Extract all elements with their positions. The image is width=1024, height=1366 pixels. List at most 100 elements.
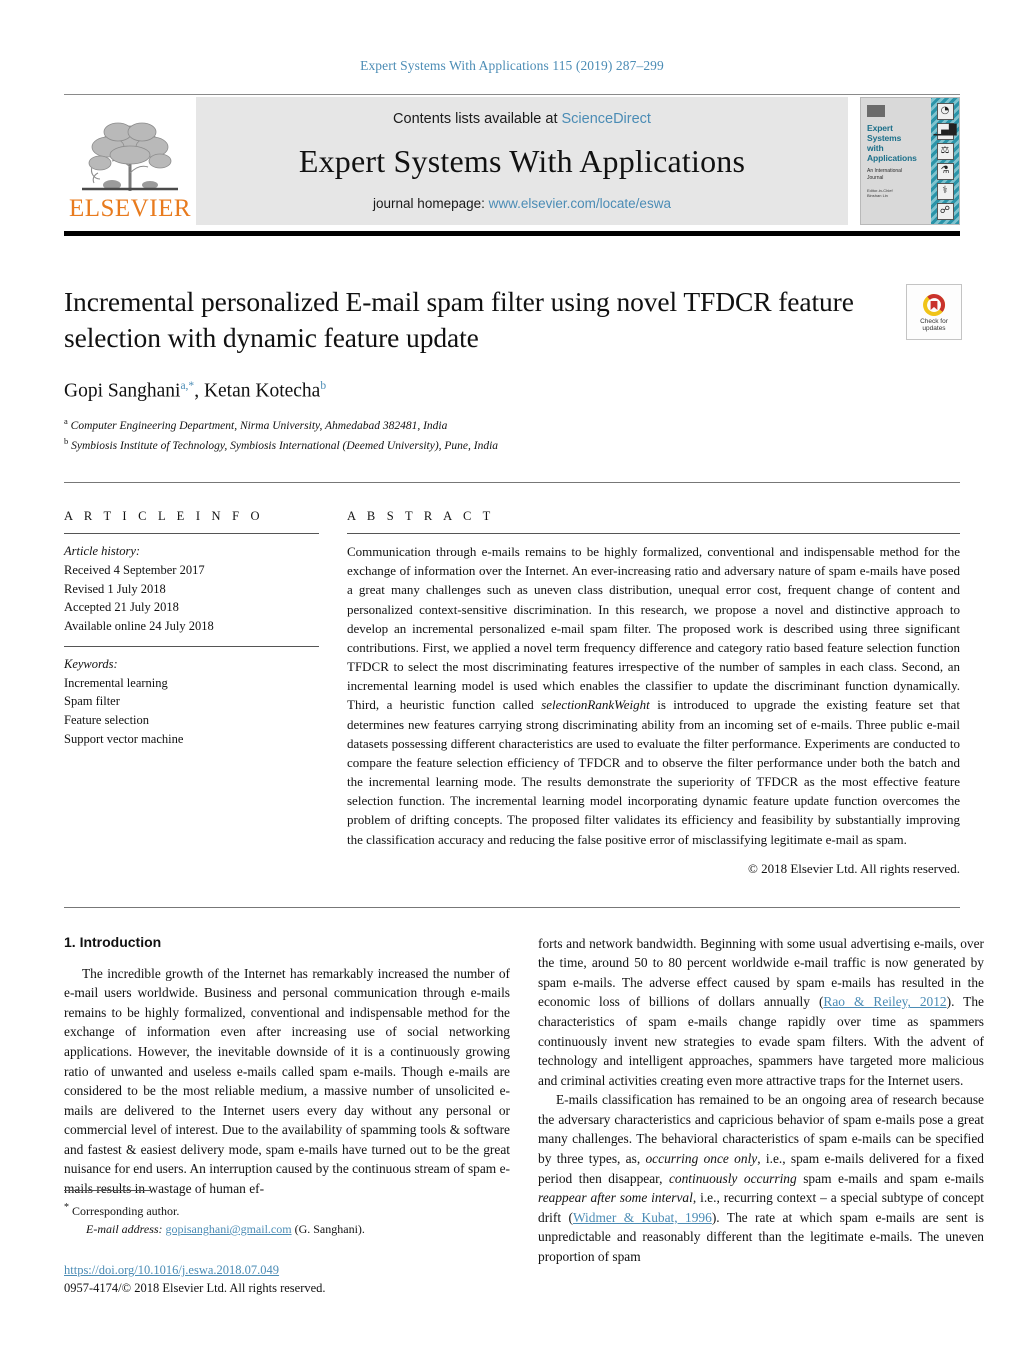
page-title: Incremental personalized E-mail spam fil… bbox=[64, 286, 854, 353]
abstract-part-2: is introduced to upgrade the existing fe… bbox=[347, 697, 960, 847]
gauge-icon: ◔ bbox=[936, 102, 954, 120]
sciencedirect-link[interactable]: ScienceDirect bbox=[561, 111, 651, 127]
article-history-accepted: Accepted 21 July 2018 bbox=[64, 600, 179, 615]
elsevier-wordmark: ELSEVIER bbox=[68, 195, 192, 222]
intro-paragraph-right-2: E-mails classification has remained to b… bbox=[538, 1090, 984, 1266]
footnote-corresponding-author: * Corresponding author. bbox=[64, 1200, 510, 1220]
crossmark-label-line1: Check for bbox=[920, 317, 948, 325]
author-1-name: Gopi Sanghani bbox=[64, 380, 181, 401]
corresponding-author-footnote: * Corresponding author. E-mail address: … bbox=[64, 1190, 510, 1238]
cover-title-line-1: Expert bbox=[867, 123, 893, 133]
intro-right-2-part-d: , i.e., recurring context – a special su… bbox=[538, 1190, 984, 1225]
author-2-affil-marker[interactable]: b bbox=[320, 379, 327, 392]
footnote-rule bbox=[64, 1190, 150, 1191]
microscope-icon: ⚗ bbox=[936, 162, 954, 180]
intro-emphasis-reappear-after-some-interval: reappear after some interval bbox=[538, 1190, 693, 1206]
article-info-heading: A R T I C L E I N F O bbox=[64, 509, 264, 523]
chart-bar-icon: ▁▄█ bbox=[933, 122, 957, 140]
crossmark-label-line2: updates bbox=[922, 325, 946, 332]
article-info-rule-mid bbox=[64, 645, 319, 647]
intro-emphasis-occurring-once-only: occurring once only bbox=[645, 1150, 758, 1166]
cover-title-line-4: Applications bbox=[867, 153, 917, 164]
flask-icon: ⚕ bbox=[936, 182, 954, 200]
abstract-section-rule bbox=[64, 906, 960, 908]
homepage-prefix: journal homepage: bbox=[373, 196, 489, 211]
footnote-corresponding-text: Corresponding author. bbox=[72, 1204, 180, 1218]
info-abstract-section: A R T I C L E I N F O Article history: R… bbox=[64, 509, 960, 877]
affiliations: a Computer Engineering Department, Nirma… bbox=[64, 415, 960, 454]
body-left-column: 1. Introduction The incredible growth of… bbox=[64, 934, 510, 1267]
doi-link[interactable]: https://doi.org/10.1016/j.eswa.2018.07.0… bbox=[64, 1263, 280, 1277]
citation-widmer-kubat-1996[interactable]: Widmer & Kubat, 1996 bbox=[572, 1209, 712, 1225]
footnote-email-label: E-mail address: bbox=[86, 1222, 163, 1236]
keyword-3: Feature selection bbox=[64, 713, 150, 727]
cover-subtitle-line-2: Journal bbox=[867, 174, 884, 181]
corresponding-author-email-link[interactable]: gopisanghani@gmail.com bbox=[165, 1222, 292, 1236]
intro-paragraph-left-1: The incredible growth of the Internet ha… bbox=[64, 965, 510, 1196]
keywords-label: Keywords: bbox=[64, 656, 118, 671]
affiliation-b-text: Symbiosis Institute of Technology, Symbi… bbox=[71, 439, 499, 452]
intro-right-2-part-b: , i.e., spam e-mails delivered for a fix… bbox=[538, 1150, 984, 1186]
crossmark-badge[interactable]: Check for updates bbox=[906, 284, 962, 340]
journal-homepage-line: journal homepage: www.elsevier.com/locat… bbox=[373, 196, 671, 211]
title-section-rule bbox=[64, 482, 960, 483]
cover-elsevier-mark-icon bbox=[867, 105, 885, 117]
journal-title: Expert Systems With Applications bbox=[298, 143, 746, 179]
body-right-column: forts and network bandwidth. Beginning w… bbox=[538, 934, 984, 1267]
intro-paragraph-right-1: forts and network bandwidth. Beginning w… bbox=[538, 934, 984, 1091]
abstract-copyright: © 2018 Elsevier Ltd. All rights reserved… bbox=[747, 860, 960, 876]
author-1-affil-marker[interactable]: a,* bbox=[180, 379, 195, 392]
citation-rao-reiley-2012[interactable]: Rao & Reiley, 2012 bbox=[823, 994, 947, 1010]
elsevier-tree-icon bbox=[82, 122, 178, 191]
scale-icon: ⚖ bbox=[936, 142, 954, 160]
contents-available-line: Contents lists available at ScienceDirec… bbox=[393, 111, 651, 127]
body-columns: 1. Introduction The incredible growth of… bbox=[64, 934, 984, 1267]
cover-editor-line-2: Binshan Lin bbox=[867, 193, 888, 199]
journal-homepage-link[interactable]: www.elsevier.com/locate/eswa bbox=[488, 196, 671, 211]
affiliation-a-marker: a bbox=[64, 416, 68, 426]
keyword-2: Spam filter bbox=[64, 694, 120, 709]
crossmark-logo-icon bbox=[923, 293, 946, 316]
affiliation-b: b Symbiosis Institute of Technology, Sym… bbox=[64, 435, 960, 455]
affiliation-b-marker: b bbox=[64, 435, 69, 446]
intro-right-2-part-c: spam e-mails and spam e-mails bbox=[796, 1170, 984, 1186]
intro-right-1-part-a: forts and network bandwidth. Beginning w… bbox=[538, 935, 984, 1010]
intro-right-2-part-a: E-mails classification has remained to b… bbox=[538, 1092, 984, 1166]
abstract-part-1: Communication through e-mails remains to… bbox=[347, 544, 960, 713]
affiliation-a: a Computer Engineering Department, Nirma… bbox=[64, 415, 960, 435]
abstract-emphasis-selectionrankweight: selectionRankWeight bbox=[541, 697, 650, 713]
article-history-revised: Revised 1 July 2018 bbox=[64, 581, 166, 596]
footnote-email-line: E-mail address: gopisanghani@gmail.com (… bbox=[64, 1220, 510, 1238]
abstract-heading: A B S T R A C T bbox=[347, 509, 495, 523]
intro-right-2-part-e: ). The rate at which spam e-mails are se… bbox=[538, 1209, 984, 1264]
running-head: Expert Systems With Applications 115 (20… bbox=[360, 58, 664, 73]
elsevier-logo: ELSEVIER bbox=[64, 97, 196, 225]
cover-title-line-2: Systems bbox=[867, 133, 902, 144]
cover-subtitle-line-1: An International bbox=[867, 168, 903, 175]
issn-copyright-line: 0957-4174/© 2018 Elsevier Ltd. All right… bbox=[64, 1281, 326, 1296]
cover-subtitle: An International Journal bbox=[867, 168, 926, 181]
article-history-label: Article history: bbox=[64, 544, 141, 558]
cover-icon-strip: ◔ ▁▄█ ⚖ ⚗ ⚕ ☍ bbox=[931, 98, 959, 224]
crossmark-label: Check for updates bbox=[920, 318, 948, 333]
journal-cover-thumbnail: Expert Systems with Applications An Inte… bbox=[860, 97, 960, 225]
doi-footer: https://doi.org/10.1016/j.eswa.2018.07.0… bbox=[64, 1261, 326, 1297]
cover-title: Expert Systems with Applications bbox=[867, 123, 926, 163]
article-info-column: A R T I C L E I N F O Article history: R… bbox=[64, 509, 319, 877]
footnote-email-attribution: (G. Sanghani). bbox=[294, 1222, 365, 1236]
journal-masthead: ELSEVIER Contents lists available at Sci… bbox=[64, 94, 960, 225]
journal-banner: Contents lists available at ScienceDirec… bbox=[196, 97, 848, 225]
masthead-bottom-rule bbox=[64, 231, 960, 236]
intro-emphasis-continuously-occurring: continuously occurring bbox=[668, 1170, 797, 1186]
article-history-received: Received 4 September 2017 bbox=[64, 562, 205, 577]
keyword-1: Incremental learning bbox=[64, 675, 168, 690]
device-icon: ☍ bbox=[936, 202, 954, 220]
cover-editor-line-1: Editor-in-Chief bbox=[867, 188, 893, 194]
cover-front: Expert Systems with Applications An Inte… bbox=[861, 98, 931, 224]
title-block: Incremental personalized E-mail spam fil… bbox=[64, 284, 962, 454]
footnote-asterisk-marker: * bbox=[64, 1202, 69, 1213]
abstract-rule-top bbox=[347, 533, 960, 534]
affiliation-a-text: Computer Engineering Department, Nirma U… bbox=[70, 419, 448, 432]
section-heading-introduction: 1. Introduction bbox=[64, 933, 162, 950]
